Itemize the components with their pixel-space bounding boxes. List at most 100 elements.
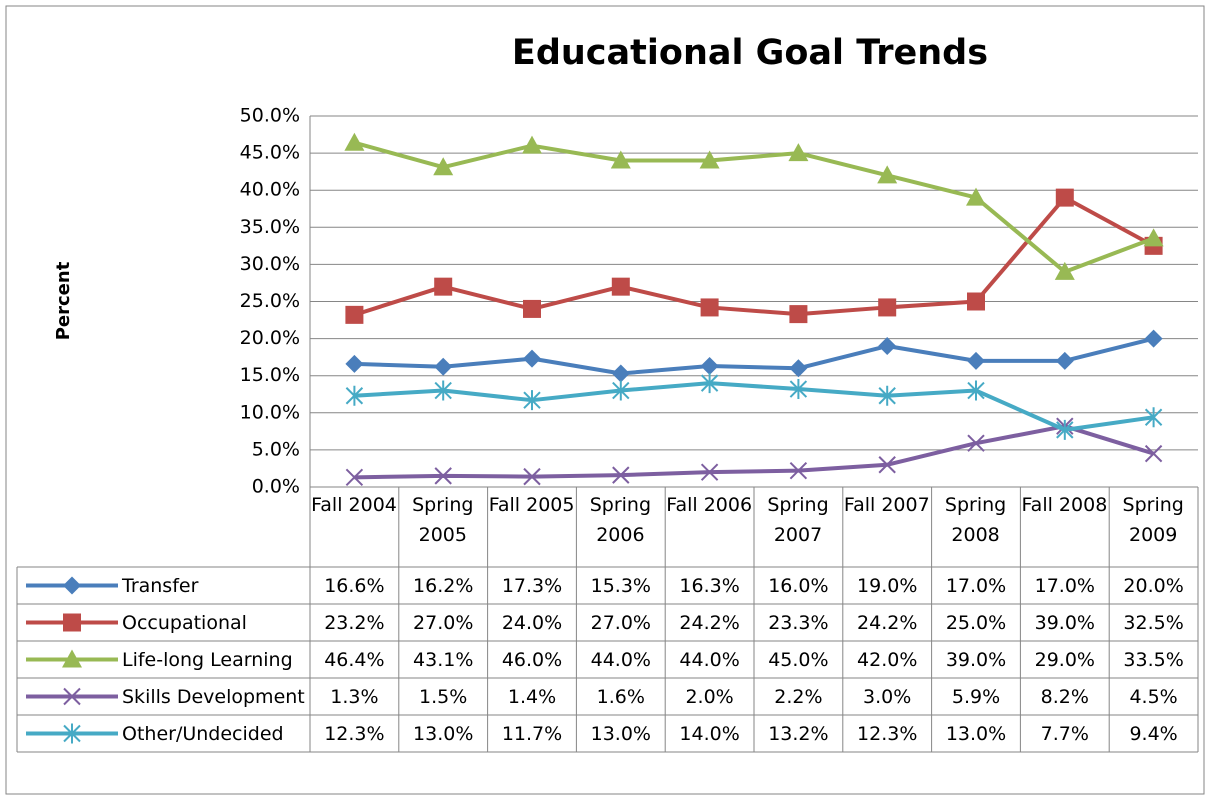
table-value: 27.0% xyxy=(413,612,473,634)
table-value: 25.0% xyxy=(946,612,1006,634)
table-value: 44.0% xyxy=(591,649,651,671)
y-tick-label: 10.0% xyxy=(240,401,300,423)
marker xyxy=(523,349,541,368)
legend-label: Life-long Learning xyxy=(122,649,293,671)
table-value: 12.3% xyxy=(324,723,384,745)
chart-border xyxy=(5,5,1205,795)
table-value: 2.0% xyxy=(685,686,733,708)
table-value: 43.1% xyxy=(413,649,473,671)
table-value: 1.5% xyxy=(419,686,467,708)
marker xyxy=(1144,329,1163,348)
table-value: 32.5% xyxy=(1123,612,1183,634)
marker xyxy=(344,132,365,151)
table-value: 24.0% xyxy=(502,612,562,634)
x-tick-label: Fall 2006 xyxy=(666,494,753,516)
marker xyxy=(1055,188,1074,207)
legend-label: Skills Development xyxy=(122,686,305,708)
y-tick-label: 0.0% xyxy=(252,476,300,498)
table-value: 2.2% xyxy=(774,686,822,708)
table-value: 23.3% xyxy=(768,612,828,634)
marker xyxy=(611,364,630,383)
marker xyxy=(788,143,809,162)
table-value: 45.0% xyxy=(768,649,828,671)
x-tick-label: Spring 2009 xyxy=(1122,494,1184,546)
marker xyxy=(345,468,364,487)
table-value: 20.0% xyxy=(1123,575,1183,597)
table-value: 39.0% xyxy=(946,649,1006,671)
x-tick-label: Fall 2004 xyxy=(311,494,397,516)
marker xyxy=(789,359,808,378)
series-line xyxy=(354,336,1155,376)
table-value: 29.0% xyxy=(1035,649,1095,671)
marker xyxy=(434,357,453,376)
table-value: 11.7% xyxy=(502,723,562,745)
table-value: 1.4% xyxy=(508,686,556,708)
table-value: 19.0% xyxy=(857,575,917,597)
series-line xyxy=(354,424,1155,480)
table-value: 12.3% xyxy=(857,723,917,745)
marker xyxy=(434,380,452,401)
table-value: 42.0% xyxy=(857,649,917,671)
marker xyxy=(62,649,82,668)
marker xyxy=(611,277,630,296)
x-tick-label: Spring 2005 xyxy=(412,494,474,546)
marker xyxy=(700,463,719,481)
x-tick-label: Fall 2007 xyxy=(843,494,930,516)
x-tick-label: Fall 2008 xyxy=(1021,494,1108,516)
marker xyxy=(345,385,364,406)
marker xyxy=(523,390,541,411)
table-value: 1.6% xyxy=(597,686,645,708)
table-value: 33.5% xyxy=(1123,649,1183,671)
x-tick-label: Spring 2008 xyxy=(944,494,1007,546)
y-tick-label: 20.0% xyxy=(240,327,300,349)
table-value: 17.0% xyxy=(946,575,1006,597)
marker xyxy=(63,613,81,632)
marker xyxy=(789,461,808,480)
marker xyxy=(1056,419,1074,440)
marker xyxy=(1144,444,1163,463)
table-value: 23.2% xyxy=(324,612,384,634)
x-tick-label: Spring 2007 xyxy=(767,494,829,546)
marker xyxy=(878,385,896,406)
y-tick-label: 5.0% xyxy=(252,438,300,460)
marker xyxy=(1143,228,1164,247)
legend-label: Other/Undecided xyxy=(122,723,284,745)
marker xyxy=(1054,261,1075,280)
marker xyxy=(1055,351,1074,370)
marker xyxy=(63,723,81,744)
marker xyxy=(967,380,985,401)
table-value: 39.0% xyxy=(1035,612,1095,634)
table-value: 4.5% xyxy=(1129,686,1177,708)
table-value: 13.2% xyxy=(768,723,828,745)
marker xyxy=(700,357,719,376)
marker xyxy=(345,305,364,324)
marker xyxy=(699,150,720,169)
table-value: 13.0% xyxy=(413,723,473,745)
marker xyxy=(610,150,631,169)
table-value: 15.3% xyxy=(591,575,651,597)
marker xyxy=(967,434,985,452)
marker xyxy=(612,380,630,401)
table-value: 13.0% xyxy=(946,723,1006,745)
marker xyxy=(434,467,452,485)
marker xyxy=(522,135,542,154)
y-tick-label: 35.0% xyxy=(240,216,300,238)
table-value: 46.0% xyxy=(502,649,562,671)
legend-label: Transfer xyxy=(121,575,199,597)
table-value: 5.9% xyxy=(952,686,1000,708)
table-value: 13.0% xyxy=(591,723,651,745)
x-tick-label: Fall 2005 xyxy=(488,494,575,516)
series-line xyxy=(353,195,1155,317)
marker xyxy=(63,576,81,595)
marker xyxy=(523,299,541,318)
marker xyxy=(345,354,364,373)
legend-label: Occupational xyxy=(122,612,247,634)
marker xyxy=(433,157,454,176)
table-value: 44.0% xyxy=(679,649,739,671)
table-value: 17.3% xyxy=(502,575,562,597)
table-value: 16.6% xyxy=(324,575,384,597)
marker xyxy=(878,337,897,356)
chart-title: Educational Goal Trends xyxy=(512,33,988,73)
table-value: 8.2% xyxy=(1041,686,1089,708)
